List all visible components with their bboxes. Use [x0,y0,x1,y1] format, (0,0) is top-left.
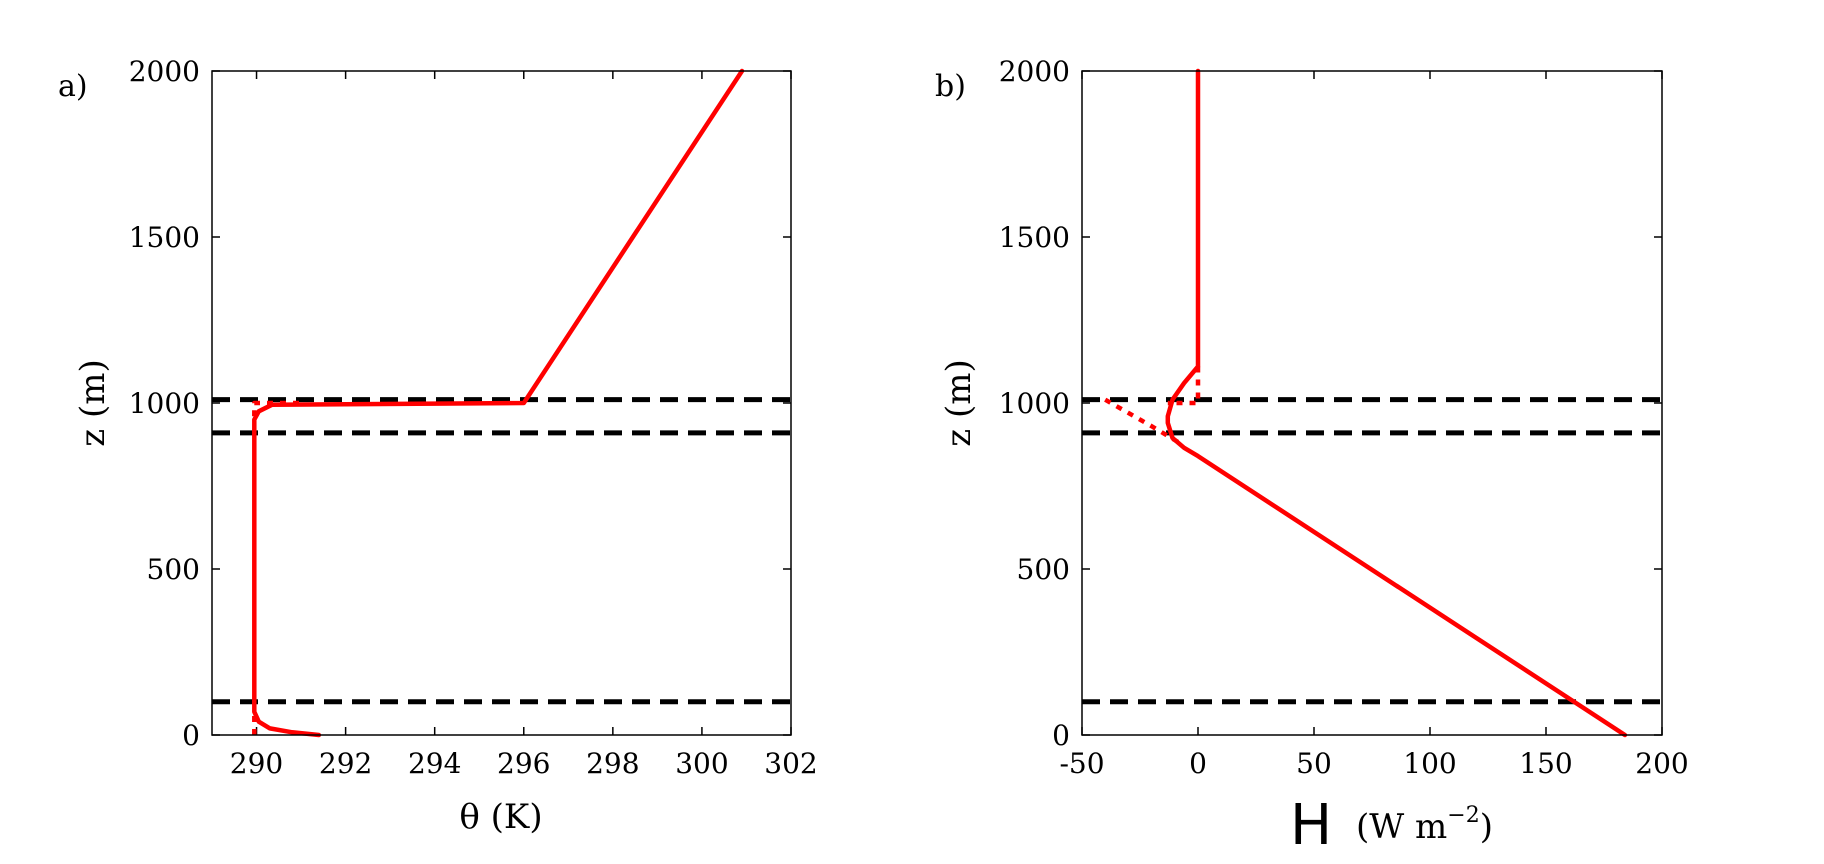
panel-a-label: a) [58,69,88,104]
panel-b-label: b) [935,69,966,104]
series-line [1165,68,1628,738]
y-tick-label: 1500 [999,221,1070,254]
panel-a-reference-lines [212,397,791,705]
x-tick-label: 50 [1296,747,1332,780]
y-tick-label: 2000 [129,55,200,88]
series-line-dotted [252,400,302,417]
panel-a-x-axis-label: θ (K) [459,797,542,837]
panel-b-x-axis-label-main: H [1290,793,1332,858]
x-tick-label: 300 [675,747,728,780]
panel-b-y-axis-label: z (m) [939,359,979,447]
y-tick-label: 500 [1017,553,1070,586]
panel-a-y-tick-labels: 0 500 1000 1500 2000 [129,55,200,752]
x-tick-label: -50 [1059,747,1104,780]
panel-b-x-tick-labels: -50 0 50 100 150 200 [1059,747,1688,780]
panel-b-series [1104,68,1628,738]
panel-b-frame [1081,70,1663,736]
y-tick-label: 1500 [129,221,200,254]
panel-a-x-tick-labels: 290 292 294 296 298 300 302 [230,747,818,780]
y-tick-label: 1000 [129,387,200,420]
x-tick-label: 100 [1403,747,1456,780]
panel-b-y-tick-labels: 0 500 1000 1500 2000 [999,55,1070,752]
series-line-dotted [1167,366,1201,406]
x-tick-label: 290 [230,747,283,780]
x-tick-label: 296 [497,747,550,780]
panel-b-reference-lines [1082,397,1662,705]
y-tick-label: 500 [147,553,200,586]
x-tick-label: 150 [1519,747,1572,780]
panel-a-y-axis-label: z (m) [73,359,113,447]
x-tick-label: 200 [1635,747,1688,780]
x-tick-label: 294 [408,747,461,780]
x-tick-label: 302 [764,747,817,780]
x-tick-label: 298 [586,747,639,780]
y-tick-label: 1000 [999,387,1070,420]
series-line [252,68,745,738]
x-tick-label: 292 [319,747,372,780]
panel-a-frame [211,70,792,736]
panel-b-x-axis-label: H (W m−2) [1290,793,1493,858]
y-tick-label: 0 [1052,719,1070,752]
y-tick-label: 0 [182,719,200,752]
x-tick-label: 0 [1189,747,1207,780]
series-line-dotted [1104,397,1181,445]
panel-a: a) 0 500 1000 1500 2000 290 292 294 296 298 300 30… [58,55,818,837]
y-tick-label: 2000 [999,55,1070,88]
panel-b-x-axis-label-units: (W m−2) [1356,803,1493,847]
panel-a-series [252,68,745,738]
